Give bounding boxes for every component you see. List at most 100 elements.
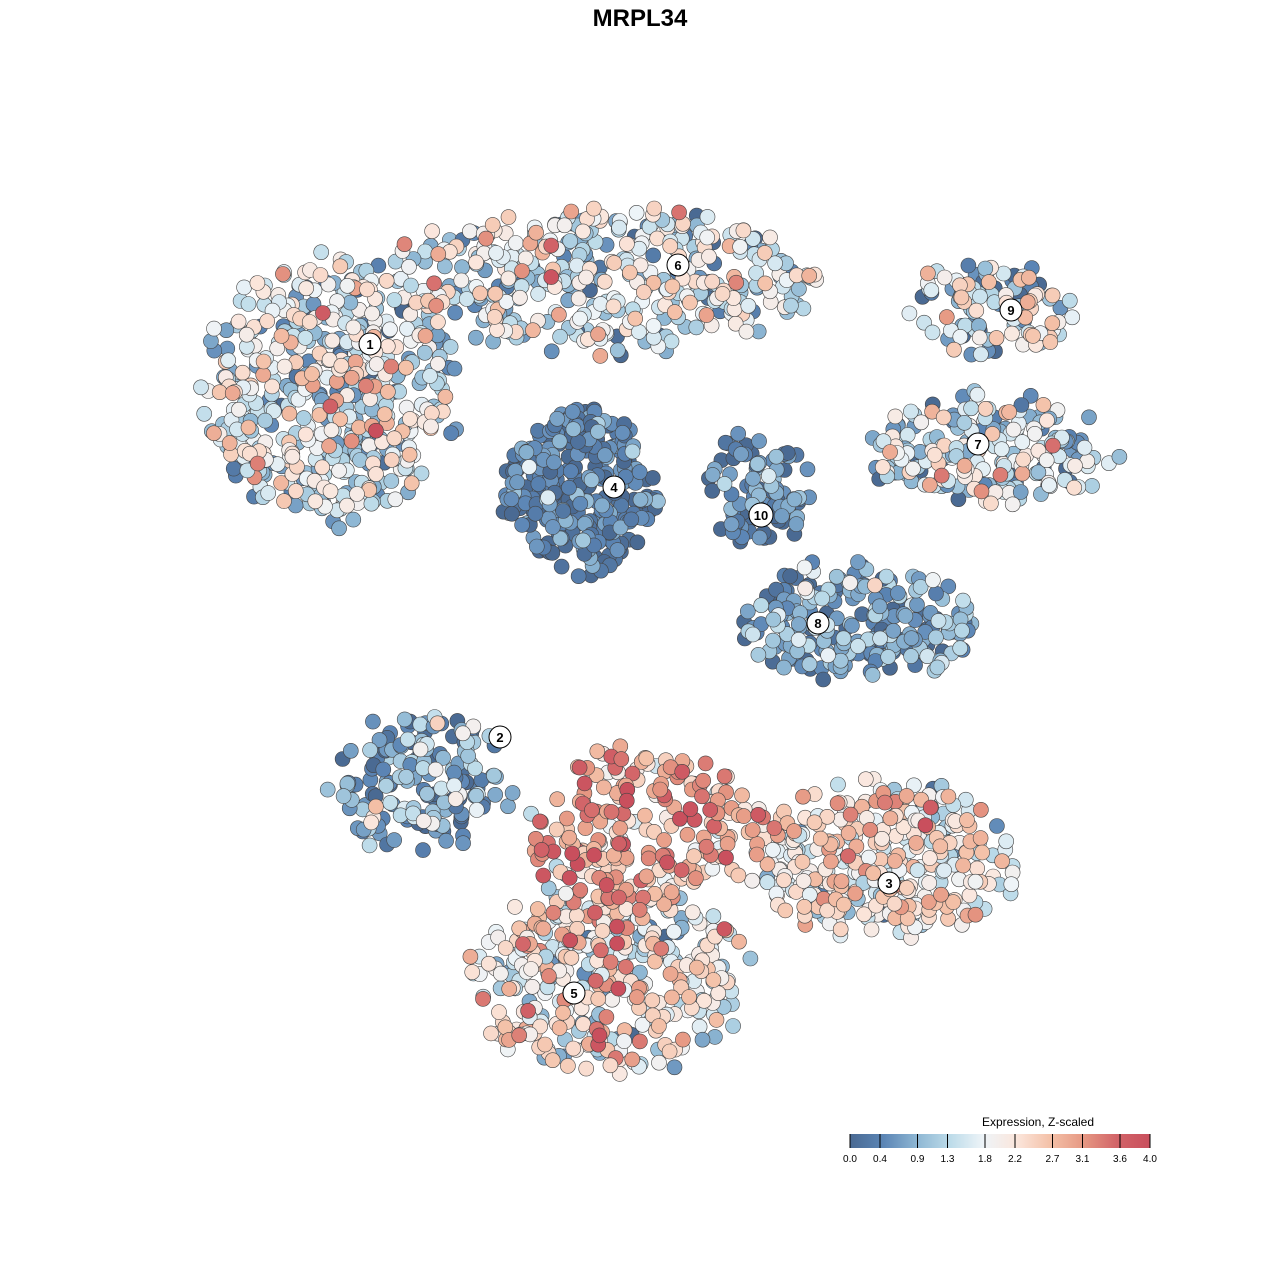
data-point bbox=[953, 289, 970, 306]
data-point bbox=[745, 470, 761, 487]
data-point bbox=[563, 203, 580, 220]
legend-tick-label: 0.9 bbox=[911, 1154, 925, 1165]
data-point bbox=[946, 341, 962, 358]
data-point bbox=[940, 578, 957, 595]
data-point bbox=[921, 875, 938, 891]
data-point bbox=[921, 850, 938, 866]
data-point bbox=[887, 853, 903, 869]
data-point bbox=[488, 245, 504, 261]
data-point bbox=[757, 275, 774, 292]
data-point bbox=[701, 248, 717, 265]
data-point bbox=[956, 457, 973, 474]
data-point bbox=[981, 274, 997, 290]
data-point bbox=[1064, 309, 1080, 326]
data-point bbox=[782, 568, 799, 584]
data-point bbox=[688, 870, 704, 887]
data-point bbox=[583, 472, 600, 488]
data-point bbox=[402, 411, 418, 427]
data-point bbox=[768, 448, 785, 465]
cluster-label-text: 7 bbox=[974, 437, 981, 452]
data-point bbox=[759, 856, 776, 873]
data-point bbox=[512, 289, 528, 306]
data-point bbox=[732, 239, 748, 255]
data-point bbox=[324, 332, 341, 349]
cluster-label-badge bbox=[488, 725, 512, 749]
data-point bbox=[500, 209, 517, 225]
data-point bbox=[339, 277, 356, 294]
data-point bbox=[380, 383, 396, 400]
data-point bbox=[295, 410, 312, 426]
data-point bbox=[416, 344, 433, 361]
data-point bbox=[413, 465, 430, 482]
data-point bbox=[735, 222, 752, 239]
data-point bbox=[773, 508, 790, 524]
data-point bbox=[835, 630, 852, 647]
data-point bbox=[487, 285, 504, 302]
data-point bbox=[275, 266, 291, 282]
data-point bbox=[632, 1033, 648, 1050]
data-point bbox=[880, 649, 897, 665]
data-point bbox=[688, 959, 705, 976]
data-point bbox=[618, 850, 635, 866]
data-point bbox=[760, 468, 777, 484]
data-point bbox=[651, 1018, 667, 1034]
data-point bbox=[551, 433, 568, 450]
data-point bbox=[359, 281, 375, 298]
data-point bbox=[371, 732, 388, 748]
data-point bbox=[297, 426, 314, 443]
data-point bbox=[628, 205, 645, 221]
data-point bbox=[974, 844, 990, 861]
legend-tick-label: 2.7 bbox=[1046, 1154, 1060, 1165]
data-point bbox=[535, 920, 552, 937]
data-point bbox=[634, 1017, 651, 1033]
data-point bbox=[820, 647, 836, 664]
data-point bbox=[387, 491, 404, 508]
data-point bbox=[396, 711, 413, 728]
data-point bbox=[564, 403, 581, 420]
data-point bbox=[795, 873, 812, 889]
data-point bbox=[887, 408, 904, 425]
data-point bbox=[560, 1058, 576, 1074]
cluster-label-text: 10 bbox=[754, 508, 768, 523]
data-point bbox=[602, 954, 619, 970]
cluster-label-badge bbox=[999, 298, 1023, 322]
data-point bbox=[652, 781, 669, 798]
data-point bbox=[656, 896, 672, 913]
data-point bbox=[609, 342, 626, 359]
data-point bbox=[313, 244, 330, 260]
data-point bbox=[681, 989, 697, 1005]
data-point bbox=[631, 901, 648, 918]
data-point bbox=[923, 282, 940, 299]
cluster-label-badge bbox=[877, 871, 901, 895]
data-point bbox=[525, 322, 541, 339]
data-point bbox=[504, 785, 521, 801]
data-point bbox=[462, 223, 478, 240]
data-point bbox=[702, 802, 719, 818]
data-point bbox=[436, 258, 453, 275]
data-point bbox=[549, 791, 566, 808]
cluster-label-4: 4 bbox=[602, 475, 626, 499]
data-point bbox=[833, 873, 850, 890]
data-point bbox=[478, 230, 494, 247]
data-point bbox=[1084, 478, 1100, 494]
data-point bbox=[614, 424, 631, 441]
data-point bbox=[382, 321, 398, 338]
data-point bbox=[422, 368, 438, 384]
data-point bbox=[259, 313, 276, 329]
data-point bbox=[364, 305, 380, 322]
data-point bbox=[954, 622, 970, 639]
data-point bbox=[430, 355, 446, 372]
data-point bbox=[984, 426, 1001, 442]
data-point bbox=[297, 330, 314, 346]
data-point bbox=[823, 853, 839, 870]
data-point bbox=[375, 761, 392, 778]
data-point bbox=[507, 235, 524, 251]
data-point bbox=[899, 427, 916, 443]
data-point bbox=[332, 411, 349, 428]
data-point bbox=[363, 814, 380, 831]
data-point bbox=[935, 409, 952, 426]
data-point bbox=[486, 309, 503, 325]
data-point bbox=[515, 936, 531, 952]
cluster-label-badge bbox=[748, 502, 774, 528]
data-point bbox=[458, 291, 475, 307]
